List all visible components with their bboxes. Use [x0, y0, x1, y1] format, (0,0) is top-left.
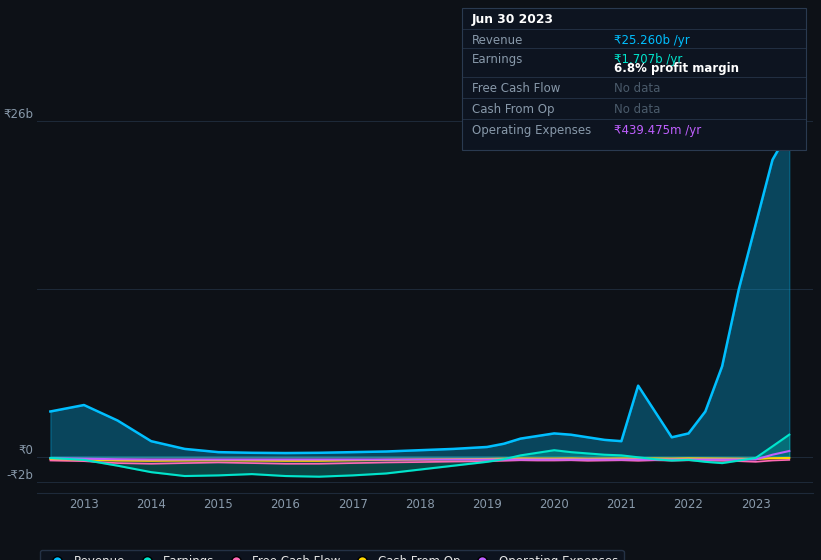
- Text: ₹25.260b /yr: ₹25.260b /yr: [614, 34, 690, 46]
- Text: 6.8% profit margin: 6.8% profit margin: [614, 62, 739, 75]
- Text: Operating Expenses: Operating Expenses: [472, 124, 591, 137]
- Text: Revenue: Revenue: [472, 34, 524, 46]
- Text: Cash From Op: Cash From Op: [472, 103, 554, 116]
- Text: ₹0: ₹0: [18, 444, 33, 456]
- Text: Jun 30 2023: Jun 30 2023: [472, 13, 554, 26]
- Text: ₹1.707b /yr: ₹1.707b /yr: [614, 53, 682, 66]
- Text: ₹26b: ₹26b: [3, 108, 33, 121]
- Legend: Revenue, Earnings, Free Cash Flow, Cash From Op, Operating Expenses: Revenue, Earnings, Free Cash Flow, Cash …: [39, 549, 624, 560]
- Text: No data: No data: [614, 82, 660, 95]
- Text: ₹439.475m /yr: ₹439.475m /yr: [614, 124, 701, 137]
- Text: -₹2b: -₹2b: [7, 469, 33, 483]
- Text: Earnings: Earnings: [472, 53, 524, 66]
- Text: Free Cash Flow: Free Cash Flow: [472, 82, 561, 95]
- Text: No data: No data: [614, 103, 660, 116]
